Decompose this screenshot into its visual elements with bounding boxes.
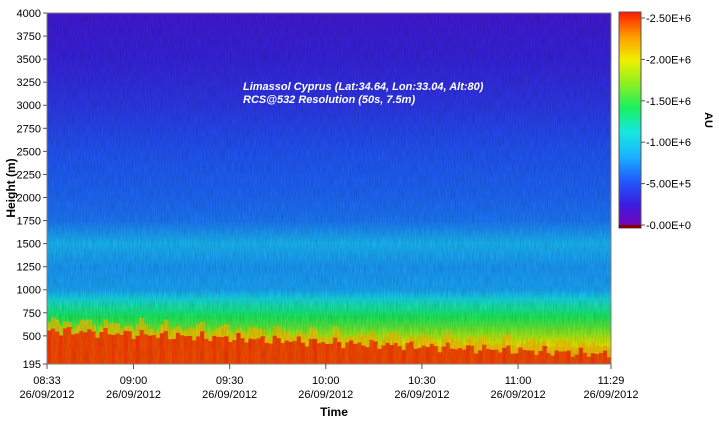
x-tick-label-date: 26/09/2012 <box>106 389 161 401</box>
x-tick-label-time: 11:29 <box>598 375 625 387</box>
y-tick-label: 3000 <box>17 100 41 112</box>
annotation-line-2: RCS@532 Resolution (50s, 7.5m) <box>243 94 415 106</box>
x-tick-label-time: 09:00 <box>120 375 148 387</box>
y-tick-label: 1500 <box>17 239 41 251</box>
plot-frame <box>46 12 612 365</box>
annotation-line-1: Limassol Cyprus (Lat:34.64, Lon:33.04, A… <box>243 81 484 93</box>
heatmap-grain <box>47 13 611 364</box>
colorbar-bottom-cap <box>619 225 641 228</box>
colorbar-tick-label: -1.50E+6 <box>646 96 691 108</box>
colorbar-tick-label: -2.00E+6 <box>646 54 691 66</box>
x-tick-label-time: 08:33 <box>33 375 61 387</box>
y-tick-label: 2750 <box>17 123 41 135</box>
colorbar-gradient <box>618 11 642 229</box>
y-tick-label: 3500 <box>17 54 41 66</box>
x-axis: 08:33 26/09/2012 09:00 26/09/2012 09:30 26/09… <box>19 364 639 401</box>
y-axis-title: Height (m) <box>4 158 18 217</box>
x-tick-label-date: 26/09/2012 <box>298 389 353 401</box>
x-tick-label-date: 26/09/2012 <box>202 389 257 401</box>
colorbar: -0.00E+0 -5.00E+5 -1.00E+6 -1.50E+6 -2.00E+6… <box>618 11 714 232</box>
y-axis: 195 500 750 1000 1250 1500 1750 2000 2250 2500 275… <box>17 8 47 371</box>
colorbar-tick-label: -0.00E+0 <box>646 220 691 232</box>
x-tick-label-date: 26/09/2012 <box>394 389 449 401</box>
colorbar-tick-label: -5.00E+5 <box>646 179 691 191</box>
y-tick-label: 1000 <box>17 285 41 297</box>
y-tick-label: 2500 <box>17 146 41 158</box>
y-tick-label: 750 <box>23 308 41 320</box>
plot-area <box>47 13 611 364</box>
x-tick-label-date: 26/09/2012 <box>491 389 546 401</box>
x-tick-label-time: 11:00 <box>505 375 532 387</box>
x-axis-title: Time <box>320 405 348 419</box>
x-tick-label-date: 26/09/2012 <box>19 389 74 401</box>
colorbar-label: AU <box>702 112 714 128</box>
y-tick-label: 500 <box>23 331 41 343</box>
colorbar-tick-label: -1.00E+6 <box>646 137 691 149</box>
y-tick-label: 1750 <box>17 216 41 228</box>
y-tick-label: 1250 <box>17 262 41 274</box>
y-tick-label: 4000 <box>17 8 41 20</box>
y-tick-label: 3750 <box>17 31 41 43</box>
y-tick-label: 3250 <box>17 77 41 89</box>
y-tick-label: 2000 <box>17 192 41 204</box>
y-tick-label: 195 <box>23 359 41 371</box>
colorbar-tick-label: -2.50E+6 <box>646 13 691 25</box>
x-tick-label-time: 09:30 <box>216 375 244 387</box>
x-tick-label-time: 10:00 <box>312 375 340 387</box>
colorbar-ticks: -0.00E+0 -5.00E+5 -1.00E+6 -1.50E+6 -2.00E+6… <box>641 13 691 232</box>
x-tick-label-time: 10:30 <box>408 375 436 387</box>
x-tick-label-date: 26/09/2012 <box>583 389 638 401</box>
y-tick-label: 2250 <box>17 169 41 181</box>
